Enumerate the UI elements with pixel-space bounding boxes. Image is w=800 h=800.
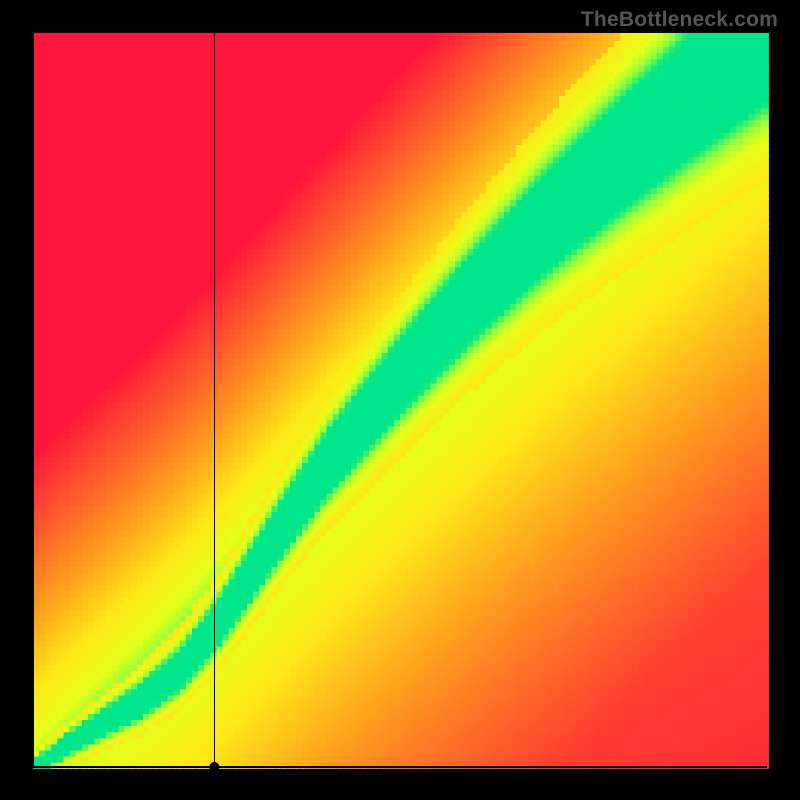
source-watermark: TheBottleneck.com (581, 8, 778, 32)
root: TheBottleneck.com (0, 0, 800, 800)
bottleneck-heatmap-canvas (0, 0, 800, 800)
